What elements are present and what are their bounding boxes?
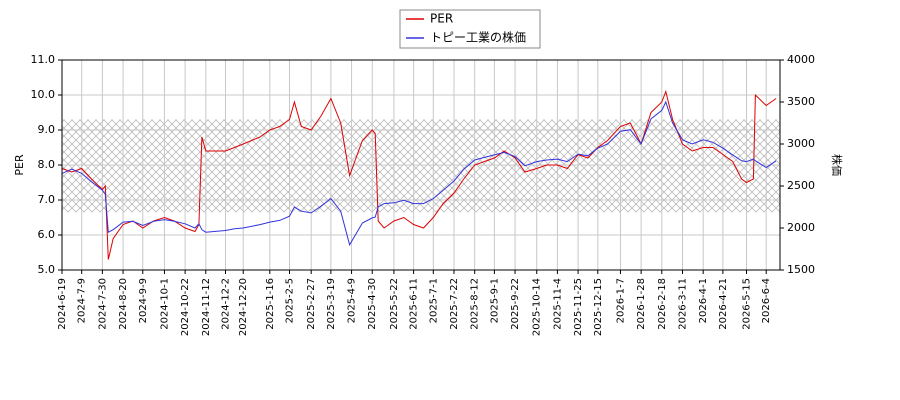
plot-frame [61, 59, 781, 271]
x-tick-label: 2024-8-20 [118, 278, 129, 330]
x-tick-label: 2025-7-22 [449, 278, 460, 330]
x-tick-label: 2024-6-19 [57, 278, 68, 330]
x-tick-label: 2025-6-11 [409, 278, 420, 330]
x-tick-label: 2025-11-4 [552, 278, 563, 330]
x-tick-label: 2024-10-22 [180, 278, 191, 336]
y-tick-label: 11.0 [31, 53, 56, 66]
y-tick-label: 9.0 [38, 123, 56, 136]
x-tick-label: 2025-8-12 [470, 278, 481, 330]
x-tick-label: 2025-5-22 [389, 278, 400, 330]
y-tick-label: 5.0 [38, 263, 56, 276]
x-tick-label: 2024-11-12 [201, 278, 212, 336]
y2-tick-label: 1500 [787, 263, 815, 276]
y-axis-label: PER [13, 154, 26, 176]
x-tick-label: 2026-1-7 [615, 278, 626, 323]
legend-label: PER [430, 12, 453, 26]
x-tick-label: 2025-9-22 [510, 278, 521, 330]
x-tick-label: 2025-4-30 [367, 278, 378, 330]
y-tick-label: 6.0 [38, 228, 56, 241]
y-tick-label: 8.0 [38, 158, 56, 171]
series-line [61, 100, 777, 247]
x-tick-label: 2025-2-5 [285, 278, 296, 323]
x-tick-label: 2025-7-1 [428, 278, 439, 323]
x-tick-label: 2024-7-9 [77, 278, 88, 323]
x-tick-label: 2025-9-1 [489, 278, 500, 323]
x-tick-label: 2026-4-21 [718, 278, 729, 330]
x-tick-label: 2024-9-9 [138, 278, 149, 323]
x-tick-label: 2024-7-30 [97, 278, 108, 330]
x-tick-label: 2026-5-15 [742, 278, 753, 330]
x-tick-label: 2024-12-2 [220, 278, 231, 330]
x-tick-label: 2025-12-15 [593, 278, 604, 336]
x-tick-label: 2026-4-1 [698, 278, 709, 323]
y2-tick-label: 3500 [787, 95, 815, 108]
y-tick-label: 10.0 [31, 88, 56, 101]
y-tick-label: 7.0 [38, 193, 56, 206]
x-tick-label: 2025-3-19 [326, 278, 337, 330]
x-tick-label: 2026-3-11 [677, 278, 688, 330]
y2-tick-label: 4000 [787, 53, 815, 66]
x-tick-label: 2025-4-9 [347, 278, 358, 323]
x-tick-label: 2025-10-14 [532, 278, 543, 336]
y2-tick-label: 2000 [787, 221, 815, 234]
x-tick-label: 2024-10-1 [159, 278, 170, 330]
shaded-band [62, 119, 780, 213]
x-tick-label: 2026-1-28 [636, 278, 647, 330]
x-tick-label: 2026-2-18 [657, 278, 668, 330]
y2-tick-label: 3000 [787, 137, 815, 150]
x-tick-label: 2025-11-25 [573, 278, 584, 336]
y2-tick-label: 2500 [787, 179, 815, 192]
x-tick-label: 2025-2-27 [306, 278, 317, 330]
legend-box [399, 9, 541, 49]
x-tick-label: 2026-6-4 [761, 278, 772, 323]
y2-axis-label: 株価 [830, 154, 844, 176]
legend-label: トピー工業の株価 [430, 30, 526, 45]
x-tick-label: 2024-12-20 [238, 278, 249, 336]
x-tick-label: 2025-1-16 [265, 278, 276, 330]
